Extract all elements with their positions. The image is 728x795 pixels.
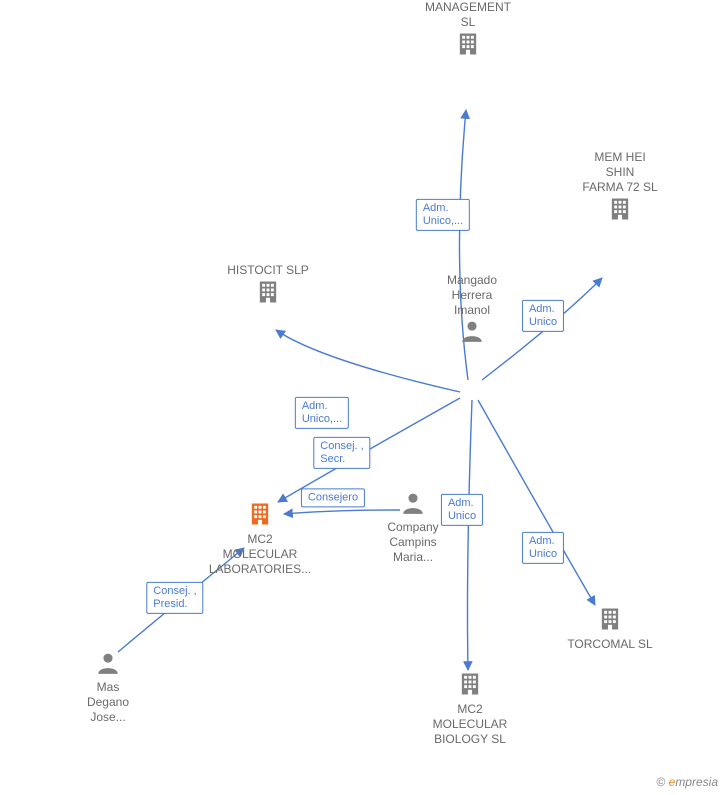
node-mc2lab[interactable]: MC2MOLECULARLABORATORIES... [200, 500, 320, 577]
node-label: NEWGENMANAGEMENTSL [408, 0, 528, 30]
node-memhei[interactable]: MEM HEISHINFARMA 72 SL [560, 150, 680, 227]
node-label: HISTOCIT SLP [208, 263, 328, 278]
edge-label-mangled-memhei: Adm. Unico [522, 300, 564, 332]
brand: empresia [669, 775, 718, 789]
node-torcomal[interactable]: TORCOMAL SL [550, 605, 670, 652]
node-label: MangadoHerreraImanol [412, 273, 532, 318]
node-label: CompanyCampinsMaria... [353, 520, 473, 565]
node-mas[interactable]: MasDeganoJose... [48, 650, 168, 725]
edge-label-mangled-mc2bio: Adm. Unico [441, 494, 483, 526]
node-label: TORCOMAL SL [550, 637, 670, 652]
edge-label-mangled-histocit: Adm. Unico,... [295, 397, 349, 429]
node-mangled[interactable]: MangadoHerreraImanol [412, 273, 532, 348]
footer: © empresia [656, 775, 718, 789]
node-newgen[interactable]: NEWGENMANAGEMENTSL [408, 0, 528, 62]
node-label: MC2MOLECULARBIOLOGY SL [410, 702, 530, 747]
edge-label-mangled-torcomal: Adm. Unico [522, 532, 564, 564]
copyright-symbol: © [656, 775, 665, 789]
node-mc2bio[interactable]: MC2MOLECULARBIOLOGY SL [410, 670, 530, 747]
edge-label-mangled-mc2lab: Consej. , Secr. [313, 437, 370, 469]
edge-mangled-torcomal [478, 400, 595, 605]
node-label: MEM HEISHINFARMA 72 SL [560, 150, 680, 195]
edge-label-company-mc2lab: Consejero [301, 488, 365, 507]
edge-label-mas-mc2lab: Consej. , Presid. [146, 582, 203, 614]
node-label: MC2MOLECULARLABORATORIES... [200, 532, 320, 577]
node-label: MasDeganoJose... [48, 680, 168, 725]
edge-label-mangled-newgen: Adm. Unico,... [416, 199, 470, 231]
node-histocit[interactable]: HISTOCIT SLP [208, 263, 328, 310]
